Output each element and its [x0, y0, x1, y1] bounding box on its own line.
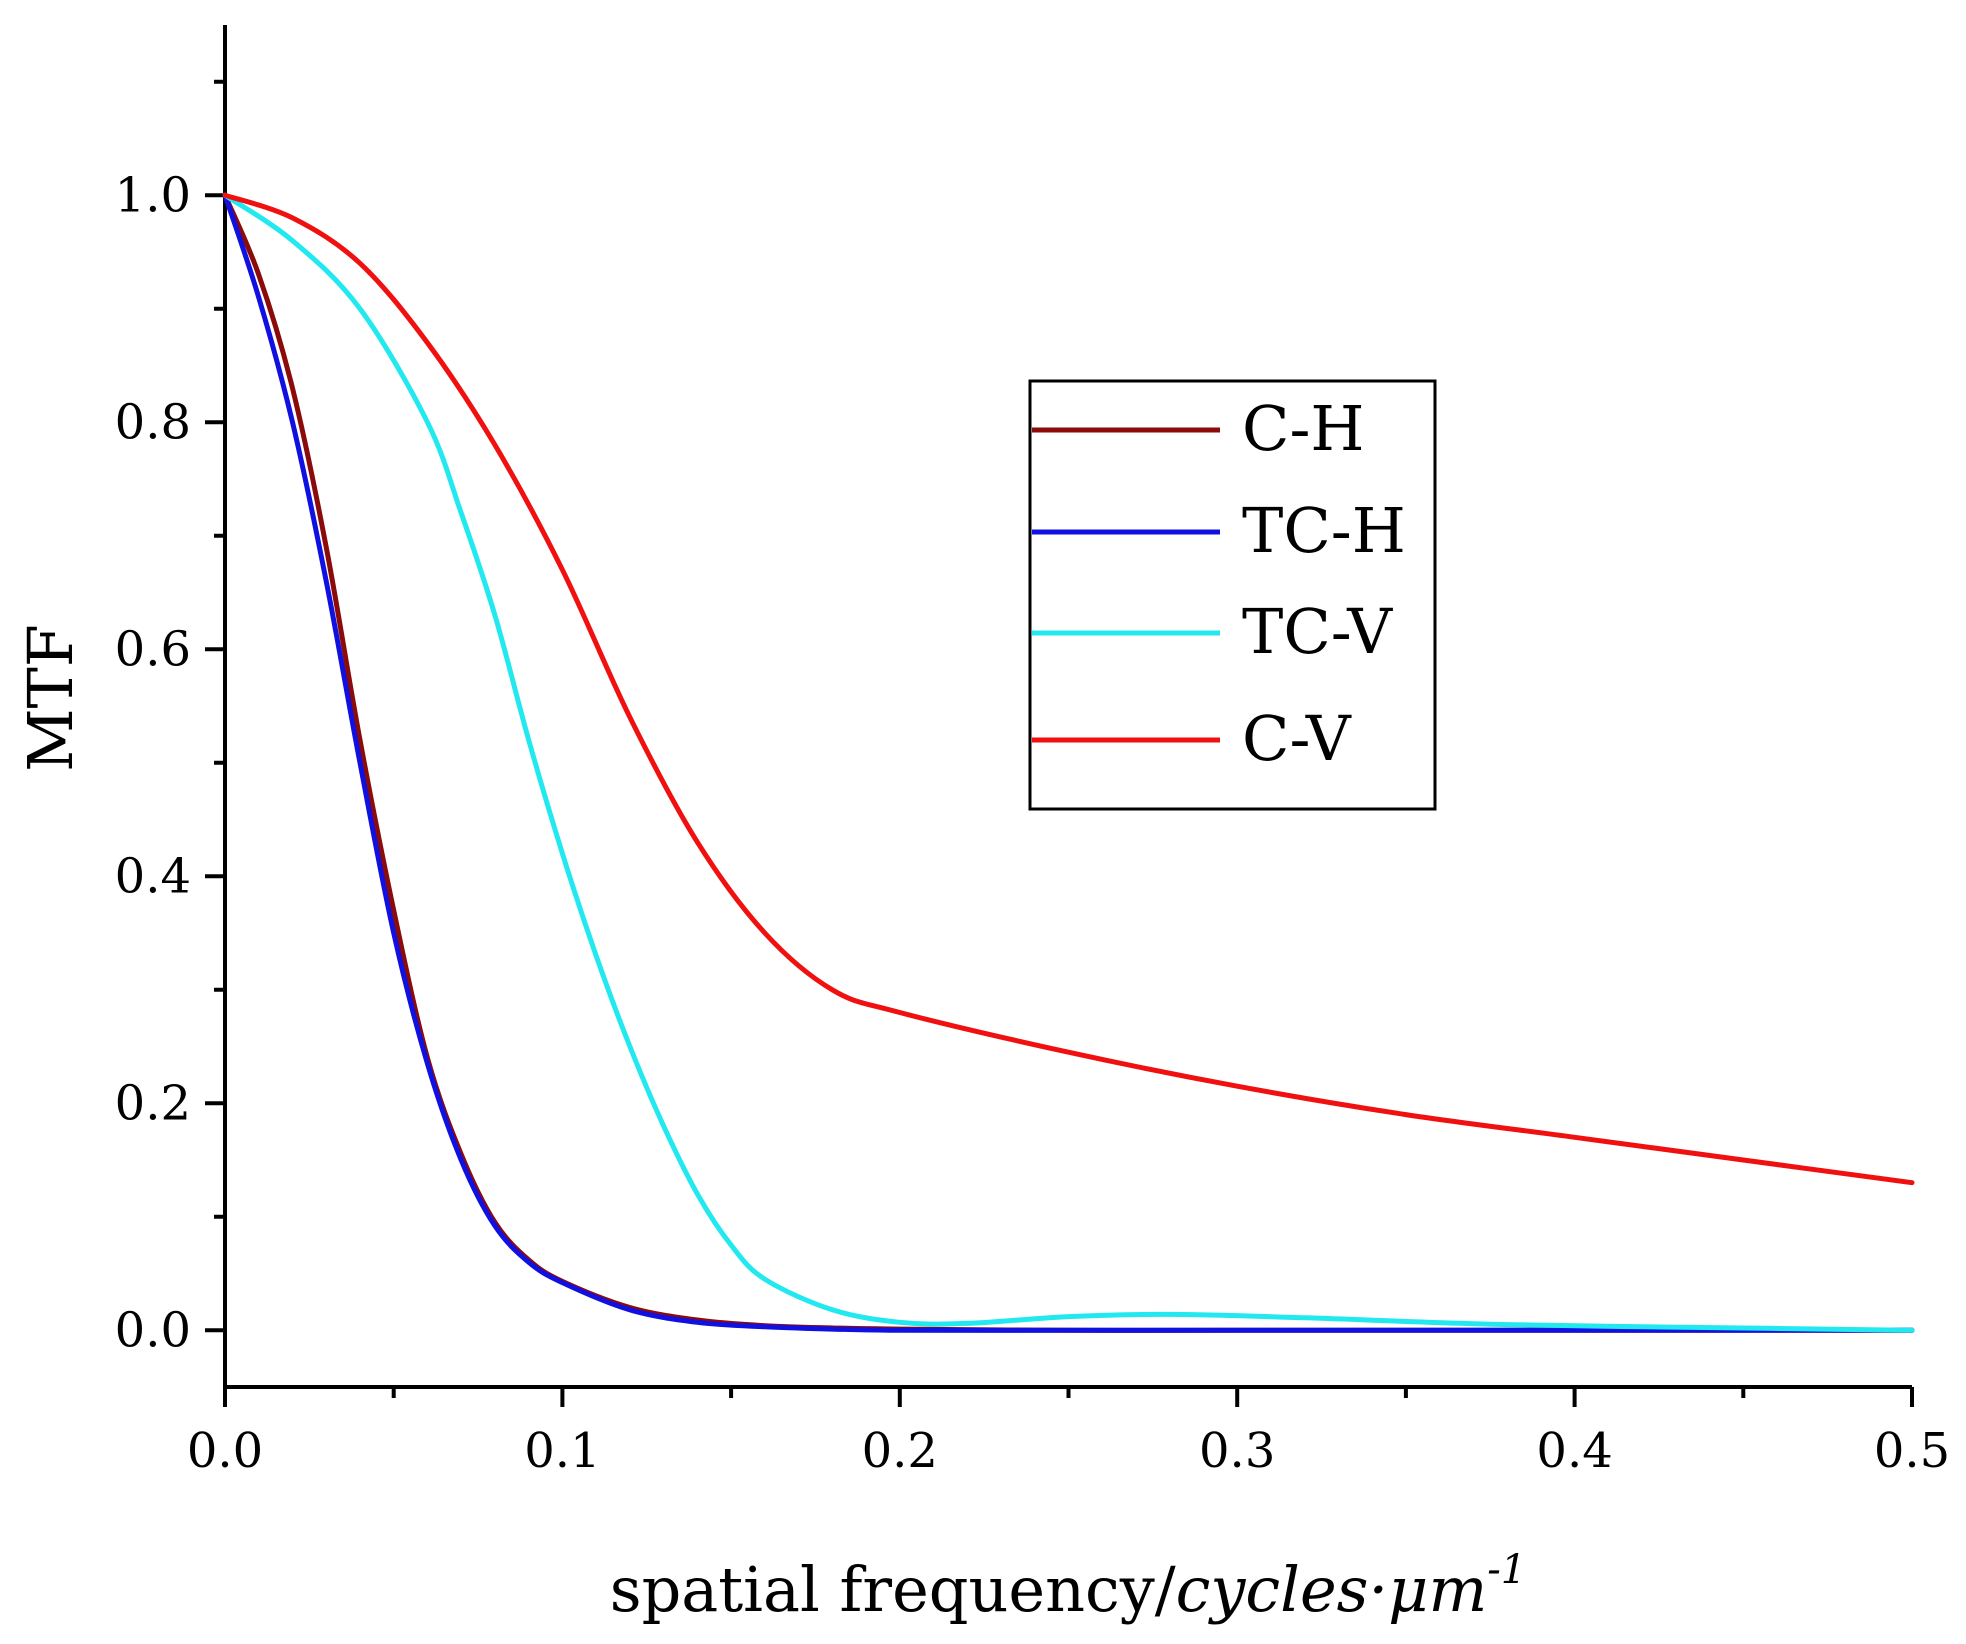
series-line-c-v — [222, 192, 1915, 1186]
legend-label-tc-h: TC-H — [1242, 494, 1406, 567]
y-axis-title: MTF — [14, 624, 87, 772]
y-tick-label: 0.6 — [115, 621, 191, 677]
x-tick-label: 0.5 — [1874, 1423, 1950, 1479]
x-tick-label: 0.1 — [524, 1423, 600, 1479]
x-tick-label: 0.4 — [1536, 1423, 1612, 1479]
x-tick-label: 0.2 — [862, 1423, 938, 1479]
legend-label-c-v: C-V — [1242, 702, 1352, 775]
series-line-tc-v — [222, 192, 1915, 1333]
x-axis-title: spatial frequency/cycles·μm-1 — [610, 1547, 1526, 1626]
tick-labels: 0.0 0.1 0.2 0.3 0.4 0.5 0.0 0.2 0.4 0.6 0.8 1.0 — [115, 167, 1951, 1479]
ticks — [205, 79, 1914, 1407]
x-axis-title-main: spatial frequency/ — [610, 1553, 1176, 1626]
y-tick-label: 0.0 — [115, 1302, 191, 1358]
y-tick-label: 0.8 — [115, 394, 191, 450]
series-group — [222, 192, 1915, 1333]
legend-label-c-h: C-H — [1242, 392, 1364, 465]
legend: C-H TC-H TC-V C-V — [1028, 379, 1437, 811]
x-axis-title-unit: cycles·μm — [1176, 1553, 1488, 1626]
x-tick-label: 0.3 — [1199, 1423, 1275, 1479]
x-tick-label: 0.0 — [187, 1423, 263, 1479]
y-tick-label: 0.4 — [115, 848, 191, 904]
x-axis-title-exponent: -1 — [1487, 1547, 1526, 1593]
series-line-tc-h — [222, 192, 1915, 1333]
y-tick-label: 1.0 — [115, 167, 191, 223]
legend-label-tc-v: TC-V — [1242, 595, 1393, 668]
y-tick-label: 0.2 — [115, 1075, 191, 1131]
